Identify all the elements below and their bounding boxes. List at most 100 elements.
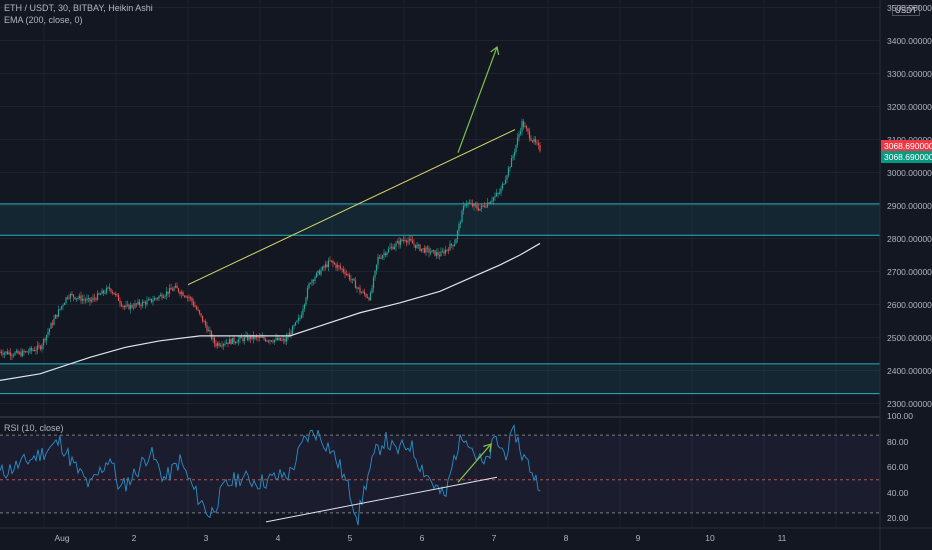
candle-body [252,335,255,339]
candle-body [240,336,243,339]
candle-body [68,297,70,299]
candle-body [12,355,15,357]
candle-body [32,350,34,352]
candle-body [435,252,438,256]
rsi-levels [0,434,880,514]
candle-body [81,298,84,301]
candle-body [449,243,451,251]
candle-body [221,345,223,347]
symbol-legend[interactable]: ETH / USDT, 30, BITBAY, Heikin Ashi [4,3,153,13]
currency-unit-button[interactable]: USDT [892,5,920,16]
candle-body [38,345,40,347]
candle-body [227,342,229,344]
time-tick-label: Aug [54,533,70,543]
price-tick-label: 2700.000000 [887,266,932,277]
candle-body [423,248,426,253]
candle-body [14,352,16,356]
candle-body [213,337,216,344]
candle-body [330,260,333,262]
candle-body [390,246,393,248]
candle-body [375,264,378,271]
candle-body [44,339,46,341]
candle-body [347,274,349,276]
candle-body [491,200,493,202]
candle-body [75,298,78,300]
candle-body [105,287,108,293]
candle-body [107,287,109,289]
candle-body [342,269,345,272]
candle-body [23,350,25,353]
candle-body [87,297,90,299]
candle-body [392,246,394,250]
candle-body [167,291,169,294]
candle-body [168,287,171,294]
candle-body [492,197,495,201]
candle-body [450,243,453,246]
candle-body [533,139,535,142]
last-price-tag: 3068.690000 [881,139,932,152]
candle-body [60,306,63,309]
candle-body [65,297,67,303]
candle-body [467,202,469,205]
rsi-tick-label: 60.00 [887,462,909,472]
candle-body [524,126,526,128]
support-zones [0,203,880,395]
candle-body [186,296,189,298]
candle-body [431,250,433,253]
candle-body [17,350,19,354]
candle-body [345,273,348,275]
candle-body [308,283,310,289]
candle-body [473,203,475,207]
ascending-trendline[interactable] [187,129,516,286]
candle-body [386,252,388,256]
ema-legend[interactable]: EMA (200, close, 0) [4,15,83,25]
candle-body [251,335,253,340]
rsi-trendline[interactable] [265,476,498,523]
candle-body [404,239,406,241]
candle-body [536,142,538,144]
candle-body [5,351,7,353]
support-zone [0,363,880,394]
candle-body [261,336,264,338]
candle-body [140,304,142,306]
candle-body [336,265,339,268]
candle-body [512,155,514,159]
candle-body [411,240,414,244]
candle-body [444,249,447,254]
candle-body [86,298,88,301]
candle-body [110,288,112,292]
arrow-shaft [457,46,498,153]
candle-body [224,343,226,345]
candle-body [353,278,355,281]
candle-body [101,290,103,295]
candle-body [438,255,441,257]
projection-arrow-price[interactable] [457,46,500,153]
candle-body [413,243,415,245]
candle-body [266,340,268,342]
rsi-legend[interactable]: RSI (10, close) [4,423,64,433]
candle-body [159,294,162,297]
price-tick-label: 3000.000000 [887,167,932,178]
candle-body [530,138,532,141]
candle-body [498,192,501,194]
candle-body [119,300,121,304]
candle-body [225,342,228,344]
candle-body [239,336,241,340]
candle-body [480,205,483,209]
candle-body [485,206,487,208]
projection-arrow-rsi[interactable] [457,443,492,483]
candle-body [474,203,477,206]
candle-body [194,305,196,307]
candle-body [537,143,540,145]
candle-body [15,350,18,353]
candle-body [420,248,423,251]
candle-body [152,300,154,302]
candle-body [362,291,364,293]
candle-body [173,287,175,291]
candle-body [104,292,106,294]
candle-body [303,304,306,309]
candle-body [368,297,370,301]
candle-body [98,293,100,295]
candle-body [300,314,303,318]
